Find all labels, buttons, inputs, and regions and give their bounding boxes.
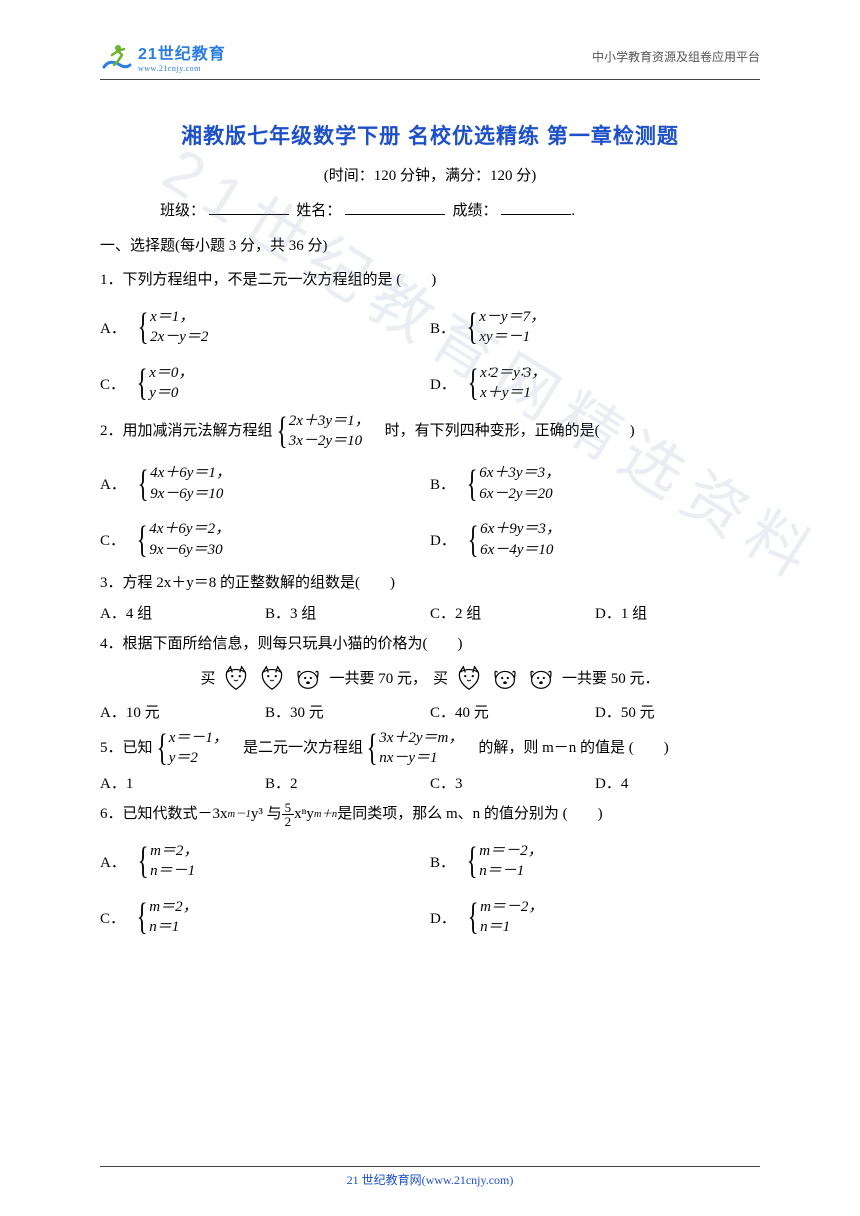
q3-opt-c[interactable]: C．2 组 — [430, 602, 595, 623]
q3-opt-b[interactable]: B．3 组 — [265, 602, 430, 623]
cat-icon — [257, 663, 287, 693]
q2-opt-a[interactable]: A． {4x＋6y＝1，9x－6y＝10 — [100, 456, 430, 512]
opt-label: B． — [430, 851, 455, 872]
cat-icon — [221, 663, 251, 693]
q1-opt-c[interactable]: C． {x＝0，y＝0 — [100, 355, 430, 411]
opt-label: A． — [100, 473, 126, 494]
opt-label: C． — [100, 373, 125, 394]
q6-opt-c[interactable]: C． {m＝2，n＝1 — [100, 889, 430, 945]
opt-label: A． — [100, 851, 126, 872]
score-label: 成绩： — [453, 203, 498, 219]
score-blank[interactable] — [501, 200, 571, 215]
q6-opt-b[interactable]: B． {m＝－2，n＝－1 — [430, 833, 760, 889]
q6-stem-post: 是同类项，那么 m、n 的值分别为 ( ) — [337, 799, 602, 829]
name-label: 姓名： — [296, 203, 341, 219]
q6-stem-mid2: xⁿy — [294, 799, 314, 829]
dog-icon — [526, 663, 556, 693]
class-blank[interactable] — [209, 200, 289, 215]
section-1-head: 一、选择题(每小题 3 分，共 36 分) — [100, 234, 760, 255]
opt-label: B． — [430, 317, 455, 338]
q5-opt-c[interactable]: C．3 — [430, 772, 595, 793]
q2-opt-d[interactable]: D． {6x＋9y＝3，6x－4y＝10 — [430, 512, 760, 568]
opt-label: D． — [430, 373, 456, 394]
header-rule — [100, 79, 760, 80]
runner-icon — [100, 41, 132, 73]
header-row: 21世纪教育 www.21cnjy.com 中小学教育资源及组卷应用平台 — [100, 40, 760, 73]
q4-opt-d[interactable]: D．50 元 — [595, 701, 760, 722]
q3-opt-d[interactable]: D．1 组 — [595, 602, 760, 623]
logo: 21世纪教育 www.21cnjy.com — [100, 40, 226, 73]
opt-label: B． — [430, 473, 455, 494]
footer-text: 21 世纪教育网(www.21cnjy.com) — [347, 1173, 514, 1187]
buy1-post: 一共要 70 元， — [329, 667, 427, 688]
page: 21世纪教育网精选资料 21世纪教育 www.21cnjy.com 中小学教育资… — [0, 0, 860, 1216]
q1-stem: 1．下列方程组中，不是二元一次方程组的是 ( ) — [100, 265, 760, 295]
footer-rule — [100, 1166, 760, 1167]
logo-main-text: 21世纪教育 — [138, 40, 226, 64]
q5-stem-mid: 是二元一次方程组 — [228, 733, 363, 763]
opt-label: D． — [430, 529, 456, 550]
q6-opt-a[interactable]: A． {m＝2，n＝－1 — [100, 833, 430, 889]
footer: 21 世纪教育网(www.21cnjy.com) — [0, 1166, 860, 1188]
q1-opt-b[interactable]: B． {x－y＝7，xy＝－1 — [430, 299, 760, 355]
q2-stem-pre: 2．用加减消元法解方程组 — [100, 416, 273, 446]
q2-opt-b[interactable]: B． {6x＋3y＝3，6x－2y＝20 — [430, 456, 760, 512]
buy2-pre: 买 — [433, 667, 448, 688]
q4-figure-line: 买 一共要 70 元， 买 一共要 50 元． — [100, 663, 760, 693]
q5-stem: 5．已知 {x＝－1，y＝2 是二元一次方程组 {3x＋2y＝m，nx－y＝1 … — [100, 728, 760, 769]
logo-sub-text: www.21cnjy.com — [138, 64, 226, 73]
q4-stem: 4．根据下面所给信息，则每只玩具小猫的价格为( ) — [100, 629, 760, 659]
header-right-text: 中小学教育资源及组卷应用平台 — [592, 48, 760, 65]
q5-opt-d[interactable]: D．4 — [595, 772, 760, 793]
q2-options: A． {4x＋6y＝1，9x－6y＝10 B． {6x＋3y＝3，6x－2y＝2… — [100, 456, 760, 568]
q1-options: A． {x＝1，2x－y＝2 B． {x－y＝7，xy＝－1 C． {x＝0，y… — [100, 299, 760, 411]
dog-icon — [490, 663, 520, 693]
form-line: 班级： 姓名： 成绩： . — [100, 199, 760, 220]
q4-opt-a[interactable]: A．10 元 — [100, 701, 265, 722]
q6-opt-d[interactable]: D． {m＝－2，n＝1 — [430, 889, 760, 945]
name-blank[interactable] — [345, 200, 445, 215]
buy1-pre: 买 — [200, 667, 215, 688]
q2-stem-post: 时，有下列四种变形，正确的是( ) — [370, 416, 635, 446]
class-label: 班级： — [160, 203, 205, 219]
opt-label: C． — [100, 907, 125, 928]
fraction-icon: 52 — [282, 801, 295, 828]
q5-stem-post: 的解，则 m－n 的值是 ( ) — [463, 733, 668, 763]
q4-options: A．10 元 B．30 元 C．40 元 D．50 元 — [100, 701, 760, 722]
q6-options: A． {m＝2，n＝－1 B． {m＝－2，n＝－1 C． {m＝2，n＝1 D… — [100, 833, 760, 945]
dog-icon — [293, 663, 323, 693]
page-title: 湘教版七年级数学下册 名校优选精练 第一章检测题 — [100, 120, 760, 150]
q2-opt-c[interactable]: C． {4x＋6y＝2，9x－6y＝30 — [100, 512, 430, 568]
q5-stem-pre: 5．已知 — [100, 733, 153, 763]
page-subtitle: (时间：120 分钟，满分：120 分) — [100, 164, 760, 185]
q6-stem: 6．已知代数式－3xm－1 y³ 与 52 xⁿym＋n 是同类项，那么 m、n… — [100, 799, 760, 829]
q6-stem-pre: 6．已知代数式－3x — [100, 799, 228, 829]
q6-exp2: m＋n — [314, 804, 337, 825]
q2-stem: 2．用加减消元法解方程组 {2x＋3y＝1，3x－2y＝10 时，有下列四种变形… — [100, 411, 760, 452]
q1-opt-d[interactable]: D． {x∶2＝y∶3，x＋y＝1 — [430, 355, 760, 411]
buy2-post: 一共要 50 元． — [562, 667, 660, 688]
q6-exp1: m－1 — [228, 804, 251, 825]
q5-opt-b[interactable]: B．2 — [265, 772, 430, 793]
q1-opt-a[interactable]: A． {x＝1，2x－y＝2 — [100, 299, 430, 355]
q5-opt-a[interactable]: A．1 — [100, 772, 265, 793]
q4-opt-c[interactable]: C．40 元 — [430, 701, 595, 722]
q6-stem-mid1: y³ 与 — [251, 799, 282, 829]
q3-opt-a[interactable]: A．4 组 — [100, 602, 265, 623]
opt-label: A． — [100, 317, 126, 338]
q3-options: A．4 组 B．3 组 C．2 组 D．1 组 — [100, 602, 760, 623]
cat-icon — [454, 663, 484, 693]
q4-opt-b[interactable]: B．30 元 — [265, 701, 430, 722]
opt-label: C． — [100, 529, 125, 550]
q3-stem: 3．方程 2x＋y＝8 的正整数解的组数是( ) — [100, 568, 760, 598]
opt-label: D． — [430, 907, 456, 928]
q5-options: A．1 B．2 C．3 D．4 — [100, 772, 760, 793]
